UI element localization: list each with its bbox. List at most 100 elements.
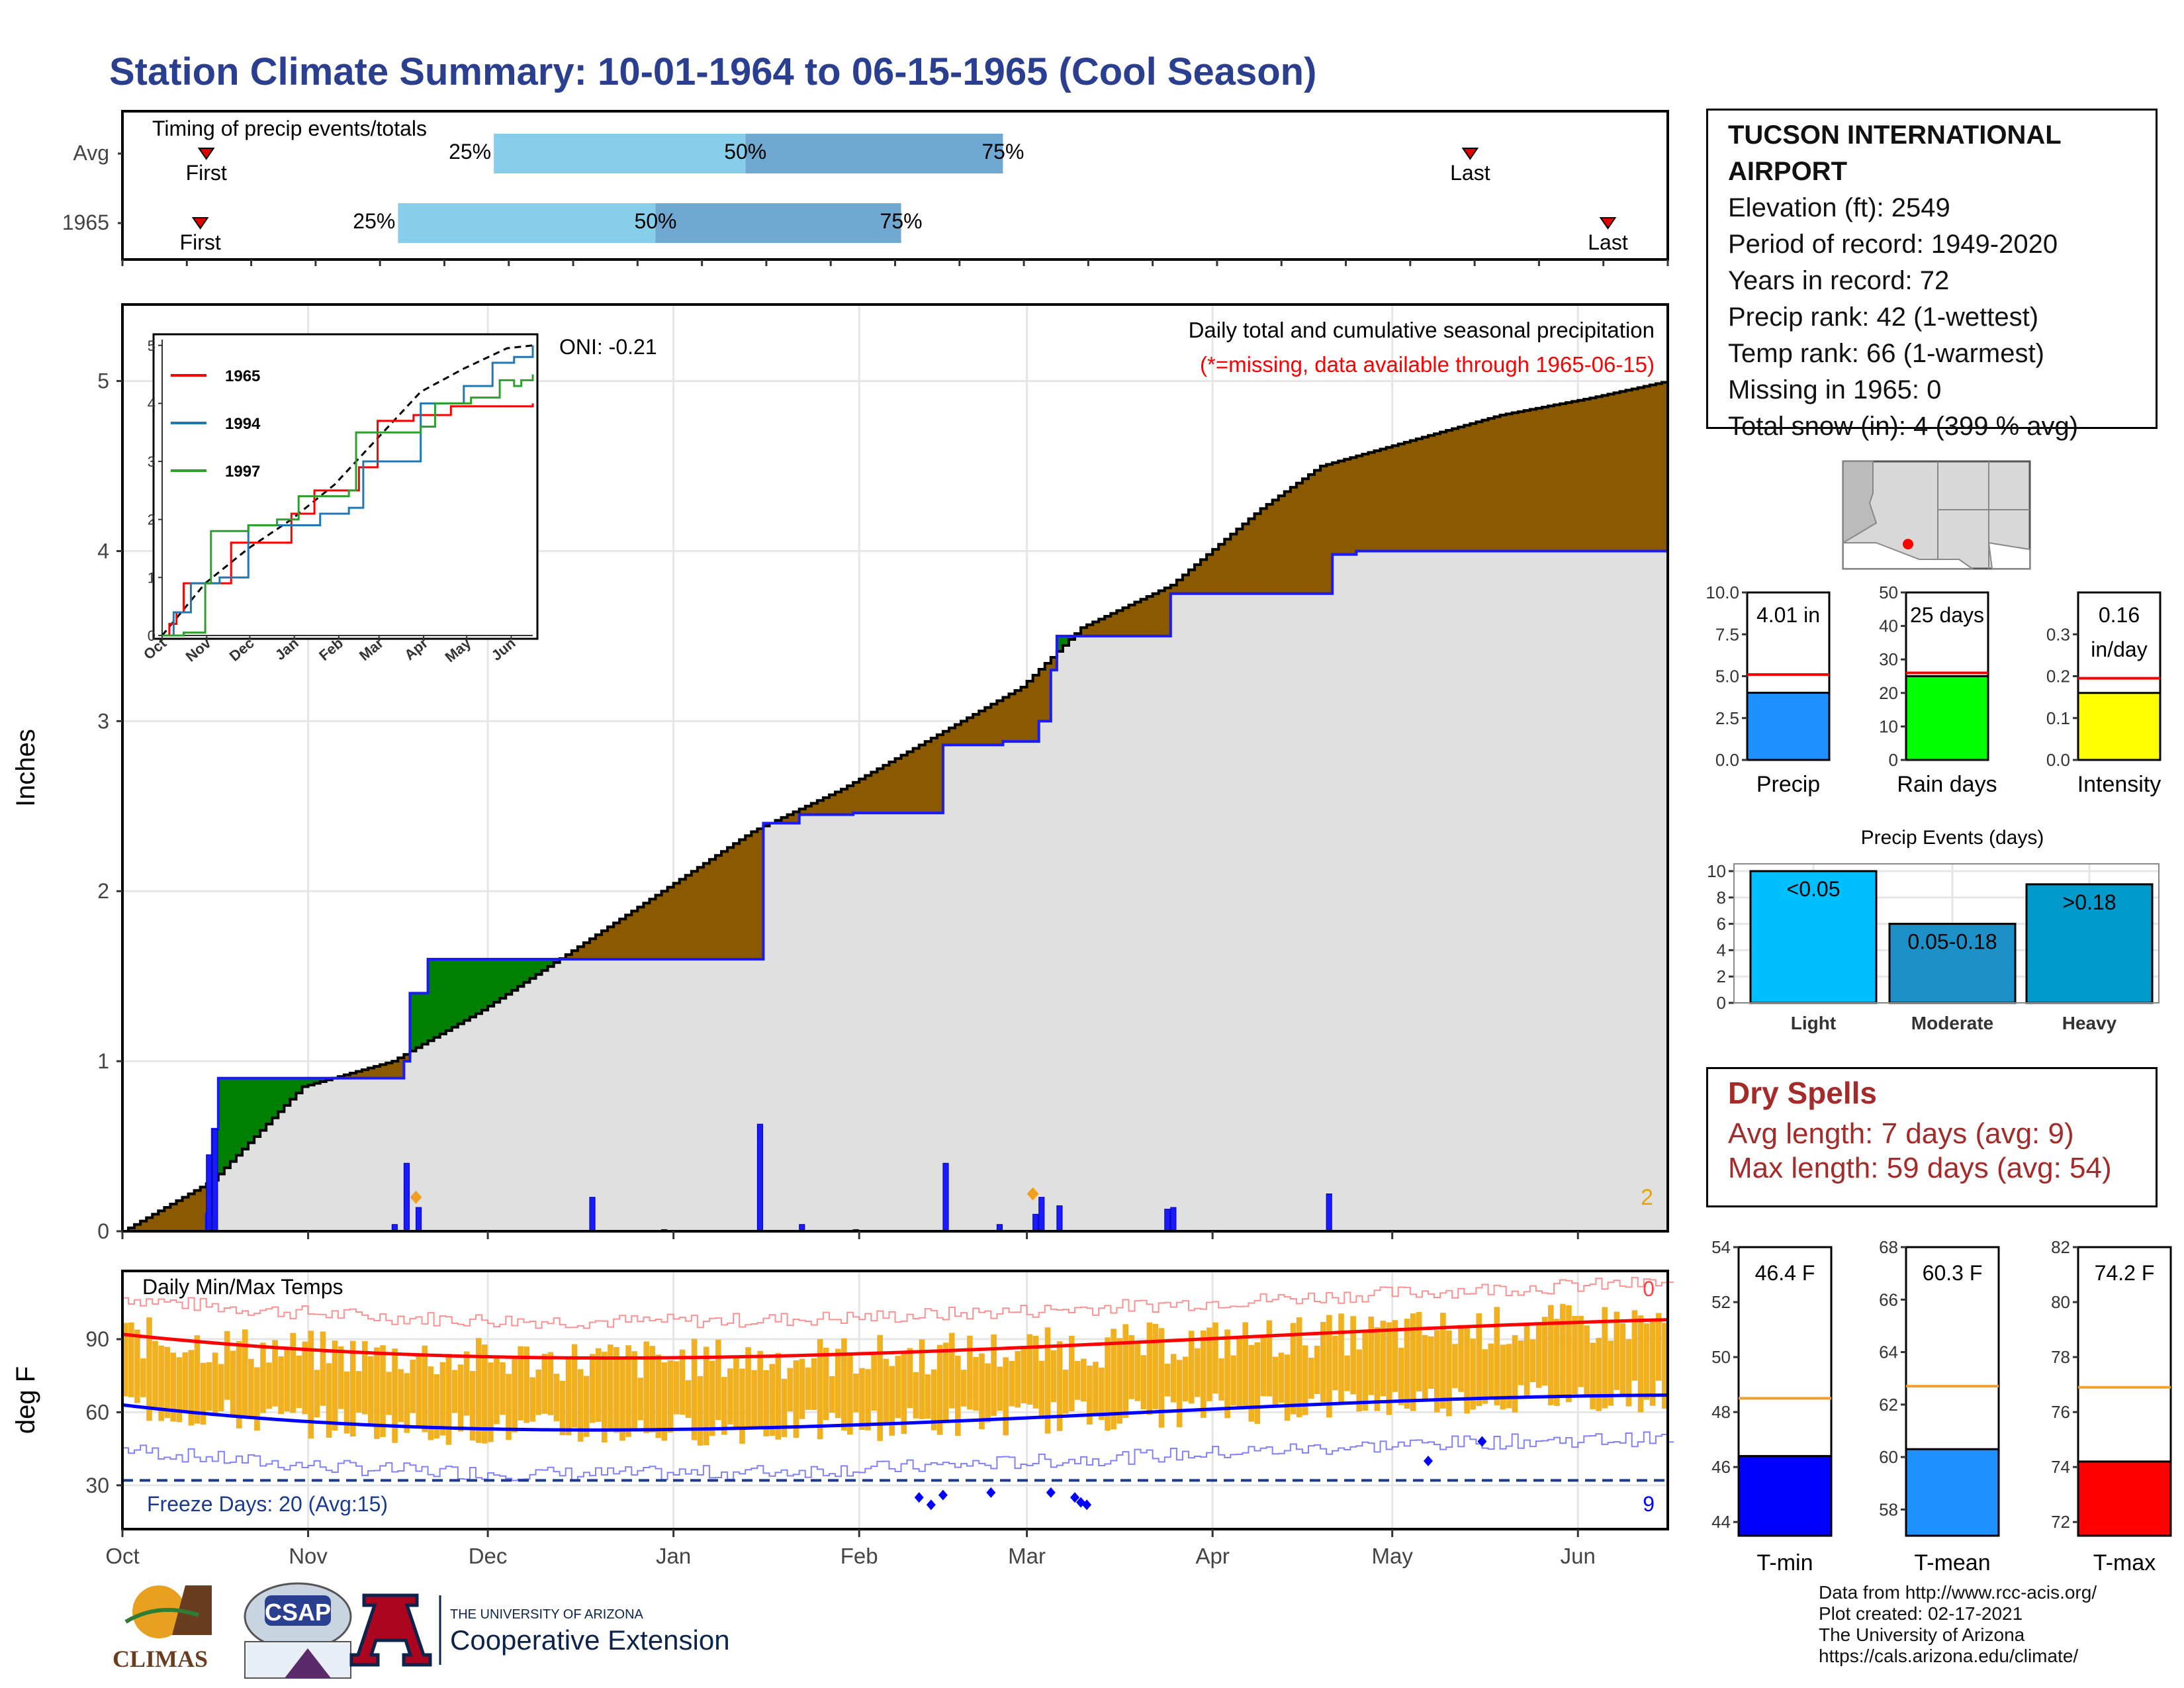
ua-small-text: THE UNIVERSITY OF ARIZONA [450, 1607, 644, 1622]
events-tick-label: 10 [1707, 861, 1726, 881]
temp-summary-bar [1737, 1455, 1833, 1537]
summary-tick-label: 0.0 [1715, 750, 1739, 770]
deficit-area [188, 1194, 195, 1231]
daily-temp-bar [1560, 1303, 1566, 1398]
events-tick-label: 6 [1717, 914, 1726, 934]
daily-temp-bar [1488, 1343, 1494, 1397]
deficit-area [1344, 459, 1351, 555]
summary-tick-label: 10.0 [1706, 583, 1739, 602]
daily-temp-bar [188, 1350, 195, 1426]
daily-temp-bar [1081, 1358, 1087, 1402]
daily-precip-bar [1038, 1197, 1045, 1232]
precip-subtitle: Daily total and cumulative seasonal prec… [1189, 318, 1655, 342]
daily-temp-bar [721, 1377, 727, 1435]
daily-temp-bar [787, 1368, 794, 1412]
daily-temp-bar [428, 1366, 434, 1440]
daily-temp-bar [1649, 1319, 1656, 1406]
timing-p50-label: 50% [724, 140, 766, 164]
summary-tick-label: 5.0 [1715, 667, 1739, 686]
daily-temp-bar [290, 1333, 296, 1413]
daily-temp-bar [577, 1369, 584, 1442]
daily-temp-bar [1356, 1349, 1362, 1412]
record-low-marker [1477, 1436, 1487, 1447]
csap-text: CSAP [265, 1599, 331, 1626]
deficit-area [883, 765, 890, 814]
temp-summary-tick-label: 54 [1711, 1237, 1731, 1257]
deficit-area [583, 943, 590, 959]
deficit-area [1529, 409, 1537, 551]
daily-temp-bar [691, 1338, 698, 1440]
record-low-marker [1046, 1487, 1056, 1498]
daily-precip-bar [942, 1162, 949, 1232]
daily-temp-bar [488, 1362, 494, 1442]
daily-temp-bar [158, 1345, 164, 1421]
temp-summary-label: T-min [1757, 1550, 1813, 1575]
deficit-area [936, 734, 944, 814]
deficit-area [1566, 402, 1572, 551]
daily-precip-bar [589, 1197, 596, 1232]
daily-temp-bar [1152, 1323, 1159, 1409]
deficit-area [1272, 500, 1279, 594]
inset-legend-label: 1997 [225, 463, 260, 481]
station-name-line2: AIRPORT [1728, 157, 1847, 186]
precip-ytick-label: 0 [97, 1219, 109, 1243]
daily-temp-bar [1290, 1323, 1297, 1415]
deficit-area [374, 1066, 381, 1078]
temp-top-count: 0 [1643, 1277, 1655, 1301]
deficit-area [182, 1197, 189, 1231]
daily-temp-bar [422, 1345, 428, 1432]
temp-summary-tick-label: 60 [1879, 1447, 1898, 1467]
climas-logo: CLIMAS [113, 1585, 212, 1672]
daily-temp-bar [518, 1346, 523, 1421]
daily-temp-bar [673, 1361, 680, 1415]
daily-temp-bar [1087, 1365, 1093, 1425]
daily-temp-bar [1314, 1345, 1320, 1395]
daily-temp-bar [1643, 1323, 1650, 1400]
daily-temp-bar [901, 1354, 907, 1434]
daily-temp-bar [817, 1338, 823, 1440]
daily-temp-bar [877, 1335, 883, 1441]
daily-temp-bar [865, 1369, 871, 1430]
deficit-area [787, 814, 794, 823]
daily-temp-bar [1188, 1331, 1195, 1404]
deficit-area [1044, 663, 1052, 722]
daily-temp-bar [457, 1364, 464, 1432]
daily-temp-bar [349, 1340, 356, 1437]
events-category-label: Moderate [1911, 1013, 1993, 1033]
last-event-marker [1461, 148, 1479, 160]
daily-temp-bar [889, 1366, 895, 1436]
daily-temp-bar [1284, 1354, 1291, 1421]
deficit-area [649, 899, 657, 959]
daily-temp-bar [1278, 1352, 1285, 1403]
record-max-line [122, 1276, 1674, 1329]
daily-temp-bar [242, 1329, 248, 1416]
deficit-area [1332, 462, 1339, 555]
daily-temp-bar [1590, 1342, 1596, 1409]
daily-temp-bar [733, 1357, 739, 1429]
daily-temp-bar [1230, 1355, 1236, 1406]
surplus-area [541, 959, 549, 971]
temp-bottom-count: 9 [1643, 1492, 1655, 1516]
surplus-area [230, 1078, 237, 1162]
daily-temp-bar [1140, 1355, 1147, 1410]
summary-tick-label: 2.5 [1715, 708, 1739, 728]
daily-precip-bar [1056, 1205, 1063, 1232]
daily-temp-bar [1116, 1338, 1122, 1424]
summary-tick-label: 50 [1879, 583, 1898, 602]
deficit-area [1284, 491, 1291, 594]
daily-temp-bar [1093, 1362, 1099, 1415]
daily-temp-bar [1494, 1307, 1500, 1405]
daily-temp-bar [278, 1356, 284, 1415]
deficit-area [1308, 474, 1315, 594]
deficit-area [745, 835, 752, 959]
events-tick-label: 2 [1717, 966, 1726, 986]
daily-temp-bar [727, 1368, 733, 1425]
inset-ytick-label: 4 [148, 395, 156, 412]
deficit-area [847, 785, 854, 815]
deficit-area [134, 1224, 141, 1231]
daily-temp-bar [512, 1358, 518, 1432]
surplus-area [451, 959, 459, 1027]
deficit-area [1338, 461, 1345, 555]
daily-temp-bar [523, 1346, 529, 1423]
deficit-area [1099, 619, 1105, 636]
